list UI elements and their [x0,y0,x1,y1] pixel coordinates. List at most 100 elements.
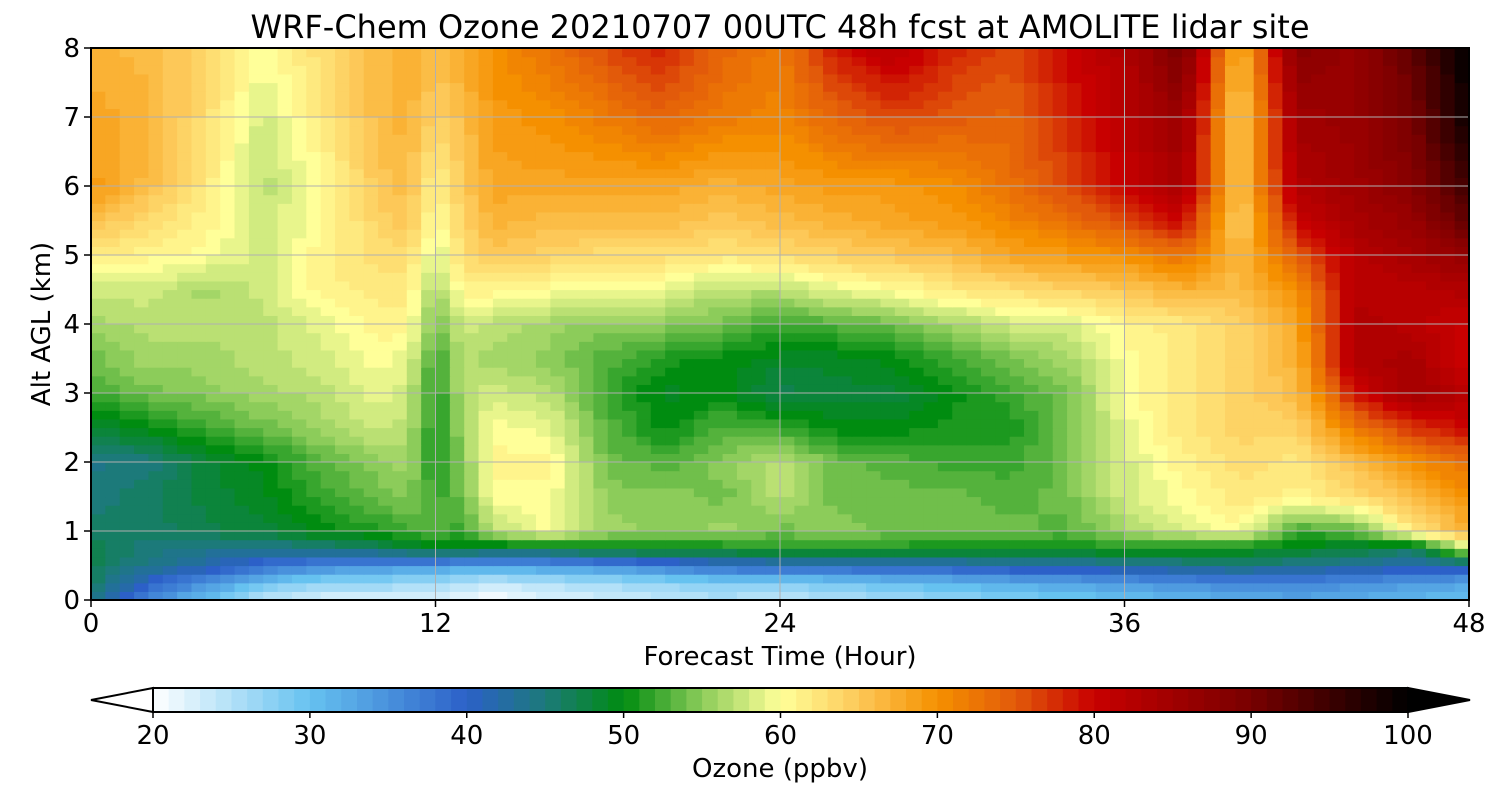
heatmap-cell [435,177,451,187]
heatmap-cell [134,160,150,170]
heatmap-cell [1311,574,1327,584]
heatmap-cell [995,418,1011,429]
heatmap-cell [1397,496,1413,506]
heatmap-cell [1397,349,1413,360]
heatmap-cell [191,220,207,230]
heatmap-cell [449,306,465,316]
heatmap-cell [248,280,264,291]
heatmap-cell [1024,462,1039,472]
heatmap-cell [392,349,408,360]
heatmap-cell [1081,315,1097,325]
heatmap-cell [162,289,178,299]
heatmap-cell [1425,505,1441,515]
heatmap-cell [708,427,724,437]
heatmap-cell [1325,255,1341,265]
heatmap-cell [1009,289,1025,299]
heatmap-cell [880,427,896,437]
heatmap-cell [736,565,752,575]
heatmap-cell [91,349,106,360]
heatmap-cell [679,349,695,360]
heatmap-cell [1009,531,1025,541]
heatmap-cell [177,367,193,377]
heatmap-cell [693,505,709,515]
heatmap-cell [1095,513,1111,523]
heatmap-cell [1067,315,1083,325]
heatmap-cell [1024,263,1039,273]
heatmap-cell [220,393,236,403]
heatmap-cell [248,194,264,204]
heatmap-cell [751,384,767,394]
heatmap-cell [306,203,322,213]
heatmap-cell [535,393,551,403]
heatmap-cell [880,298,896,308]
heatmap-cell [1024,470,1039,480]
heatmap-cell [406,410,422,420]
heatmap-cell [1311,487,1327,498]
heatmap-cell [1440,375,1456,385]
heatmap-cell [579,306,594,316]
heatmap-cell [1339,418,1355,429]
heatmap-cell [765,522,781,532]
heatmap-cell [492,591,508,600]
heatmap-cell [507,186,523,196]
heatmap-cell [851,470,867,480]
heatmap-cell [1454,436,1469,446]
heatmap-cell [277,393,293,403]
heatmap-cell [234,358,250,368]
heatmap-cell [291,194,307,204]
heatmap-cell [593,349,609,360]
heatmap-cell [306,539,322,549]
heatmap-cell [1325,582,1341,592]
heatmap-cell [794,470,810,480]
heatmap-cell [909,548,925,558]
heatmap-cell [1425,177,1441,187]
heatmap-cell [248,384,264,394]
heatmap-cell [234,453,250,463]
heatmap-cell [679,582,695,592]
heatmap-cell [1268,298,1283,308]
heatmap-cell [320,462,336,472]
heatmap-cell [263,384,279,394]
heatmap-cell [923,487,939,498]
heatmap-cell [1239,418,1255,429]
heatmap-cell [851,160,867,170]
heatmap-cell [234,410,250,420]
heatmap-cell [564,237,580,247]
heatmap-cell [550,548,566,558]
heatmap-cell [1339,410,1355,420]
heatmap-cell [464,272,480,282]
heatmap-cell [722,194,738,204]
heatmap-cell [306,341,322,351]
heatmap-cell [220,211,236,222]
heatmap-cell [306,358,322,368]
heatmap-cell [91,151,106,161]
heatmap-cell [105,289,121,299]
heatmap-cell [1153,186,1169,196]
heatmap-cell [248,375,264,385]
heatmap-cell [177,565,193,575]
heatmap-cell [966,246,982,256]
heatmap-cell [91,410,106,420]
heatmap-cell [162,306,178,316]
heatmap-cell [736,401,752,411]
heatmap-cell [894,349,910,360]
heatmap-cell [650,194,666,204]
heatmap-cell [593,263,609,273]
heatmap-cell [579,349,594,360]
heatmap-cell [1282,255,1298,265]
heatmap-cell [966,298,982,308]
heatmap-cell [1282,539,1298,549]
heatmap-cell [1354,548,1370,558]
heatmap-cell [751,556,767,567]
heatmap-cell [1138,160,1154,170]
heatmap-cell [1024,272,1039,282]
heatmap-cell [464,513,480,523]
heatmap-cell [1210,410,1226,420]
heatmap-cell [277,367,293,377]
heatmap-cell [607,479,623,489]
heatmap-cell [1425,151,1441,161]
heatmap-cell [693,531,709,541]
heatmap-cell [119,358,135,368]
heatmap-cell [435,160,451,170]
heatmap-cell [909,367,925,377]
